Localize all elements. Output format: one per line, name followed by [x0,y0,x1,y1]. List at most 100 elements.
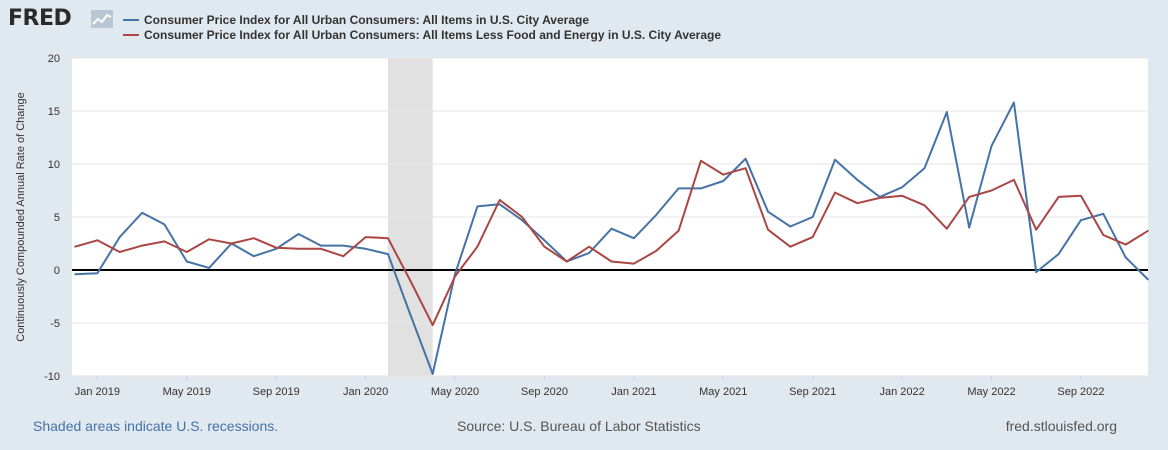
data-point [901,195,903,197]
data-point [521,219,523,221]
data-point [364,236,367,238]
x-tick-label: Sep 2020 [521,386,568,398]
data-point [364,248,367,250]
data-point [320,248,322,250]
x-tick-label: May 2020 [431,386,479,398]
y-tick-label: 15 [48,106,60,118]
data-point [1035,228,1038,231]
data-point [521,216,523,218]
data-point [208,238,210,241]
data-point [498,199,501,201]
data-point [633,237,635,239]
x-tick-label: Sep 2019 [253,386,300,398]
data-point [856,202,859,205]
recession-note: Shaded areas indicate U.S. recessions. [33,418,279,434]
data-point [275,246,277,249]
y-tick-label: -5 [50,318,60,330]
data-point [297,248,300,250]
data-point [633,262,635,265]
data-point [677,229,680,232]
data-point [1035,271,1038,273]
data-point [118,236,121,238]
data-point [923,204,926,207]
data-point [141,244,143,247]
data-point [387,253,389,255]
data-point [409,279,412,282]
site-link[interactable]: fred.stlouisfed.org [1005,418,1117,434]
data-point [342,244,345,247]
fred-logo[interactable]: FRED [8,6,72,31]
x-tick-label: May 2019 [163,386,211,398]
data-point [387,237,389,239]
data-point [320,244,322,247]
legend-swatch-cpi [123,18,139,21]
data-point [1080,219,1082,221]
data-point [1124,243,1127,246]
data-point [811,216,814,218]
data-point [409,313,412,316]
data-point [946,111,948,113]
data-point [700,160,702,162]
data-point [610,260,613,263]
data-point [1147,278,1149,281]
data-point [476,205,479,208]
legend-item-cpi: Consumer Price Index for All Urban Consu… [123,12,721,27]
data-point [834,158,836,161]
data-point [1147,229,1149,232]
data-point [1013,179,1015,181]
data-point [163,240,166,243]
x-tick-label: Jan 2021 [611,386,656,398]
data-point [1102,234,1105,236]
y-tick-label: 20 [48,53,60,65]
data-point [655,214,658,216]
data-point [230,242,233,245]
data-point [141,211,143,214]
data-point [744,157,747,160]
data-point [543,245,546,248]
data-point [677,187,680,190]
data-point [655,250,658,252]
data-point [96,239,99,242]
data-point [253,237,255,239]
data-point [74,273,76,276]
data-point [767,228,769,231]
x-tick-label: Jan 2020 [343,386,388,398]
data-point [990,189,993,192]
data-point [431,324,434,326]
data-point [297,233,300,235]
y-tick-label: 5 [54,212,60,224]
data-point [722,173,725,176]
data-point [476,245,479,248]
y-tick-label: 0 [54,265,60,277]
data-point [96,272,99,274]
y-tick-label: 10 [48,159,60,171]
source-text: Source: U.S. Bureau of Labor Statistics [457,418,701,434]
data-point [1080,195,1082,197]
series-points-1 [74,160,1149,326]
x-tick-label: Sep 2021 [789,386,836,398]
data-point [1102,213,1105,215]
data-point [185,260,188,263]
legend-label-cpi: Consumer Price Index for All Urban Consu… [144,12,589,27]
y-tick-label: -10 [44,371,60,383]
data-point [923,167,926,170]
x-tick-label: May 2022 [967,386,1015,398]
legend-swatch-core-cpi [123,33,139,36]
data-point [565,260,568,263]
legend-label-core-cpi: Consumer Price Index for All Urban Consu… [144,27,722,42]
data-point [1013,101,1015,104]
data-point [856,179,859,181]
fred-chart-icon [91,10,113,28]
x-tick-label: Jan 2019 [75,386,120,398]
data-point [588,245,590,248]
data-point [431,373,434,375]
data-point [968,226,970,229]
x-tick-label: May 2021 [699,386,747,398]
data-point [454,275,456,278]
data-point [789,245,792,248]
data-point [498,203,501,206]
data-point [901,186,903,189]
data-point [789,225,792,228]
data-point [744,167,747,170]
